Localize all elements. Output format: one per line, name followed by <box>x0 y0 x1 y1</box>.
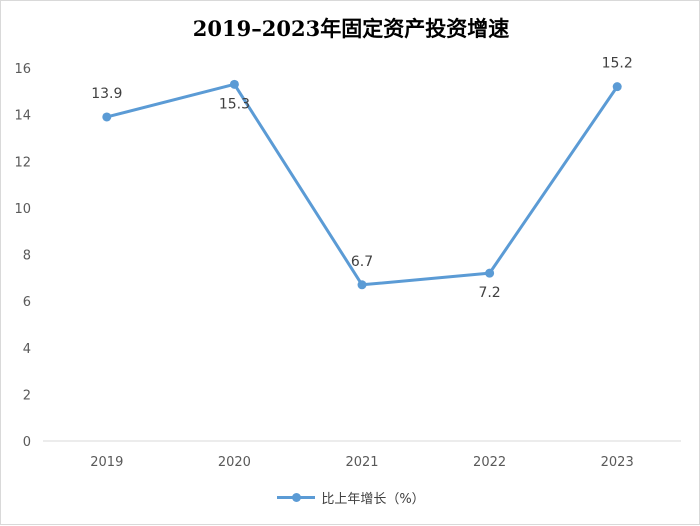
y-tick-label: 12 <box>14 155 31 170</box>
y-tick-label: 8 <box>23 249 31 264</box>
x-tick-label: 2022 <box>473 455 506 470</box>
x-tick-label: 2021 <box>345 455 378 470</box>
data-label: 7.2 <box>478 285 500 301</box>
legend-label: 比上年增长（%） <box>321 492 425 507</box>
y-tick-label: 10 <box>14 202 31 217</box>
y-tick-label: 16 <box>14 62 31 77</box>
data-label: 15.2 <box>602 56 633 72</box>
data-point <box>485 268 495 278</box>
chart-title: 2019–2023年固定资产投资增速 <box>192 16 510 41</box>
y-tick-label: 4 <box>23 342 31 357</box>
data-point <box>357 280 367 290</box>
data-point <box>612 82 622 92</box>
y-tick-label: 14 <box>14 109 31 124</box>
legend: 比上年增长（%） <box>1 488 700 507</box>
data-label: 13.9 <box>91 86 122 102</box>
x-tick-label: 2023 <box>601 455 634 470</box>
data-point <box>229 79 239 89</box>
y-tick-label: 6 <box>23 295 31 310</box>
data-point <box>102 112 112 122</box>
data-label: 15.3 <box>219 96 250 112</box>
x-tick-label: 2019 <box>90 455 123 470</box>
y-tick-label: 2 <box>23 388 31 403</box>
legend-line-marker-icon <box>277 493 316 502</box>
data-label: 6.7 <box>351 254 373 270</box>
y-tick-label: 0 <box>23 435 31 450</box>
x-tick-label: 2020 <box>218 455 251 470</box>
